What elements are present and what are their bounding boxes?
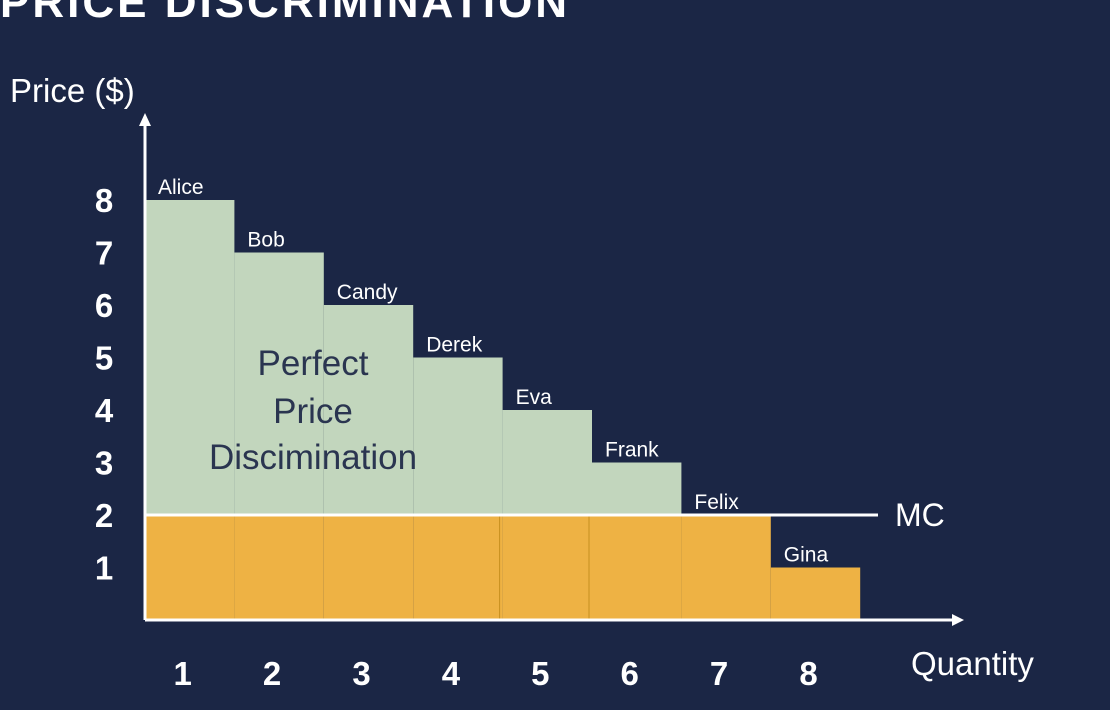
cost-bar (323, 515, 414, 620)
slide-title: PRICE DISCRIMINATION (0, 0, 571, 27)
surplus-bar (502, 410, 592, 515)
cost-bar (681, 515, 771, 620)
labels: Alice Bob Candy Derek Eva Frank Felix Gina MC Pri… (10, 72, 1034, 692)
x-tick-label: 2 (263, 655, 281, 692)
y-tick-label: 3 (95, 445, 113, 482)
buyer-label: Candy (337, 281, 398, 304)
buyer-label: Alice (158, 176, 204, 199)
mc-label: MC (895, 497, 945, 533)
surplus-bar (413, 357, 503, 515)
surplus-annotation: Perfect (258, 344, 369, 383)
y-tick-label: 4 (95, 392, 114, 429)
x-tick-label: 4 (442, 655, 461, 692)
y-tick-label: 7 (95, 235, 113, 272)
x-axis-label: Quantity (911, 645, 1034, 682)
buyer-label: Gina (784, 544, 829, 567)
cost-bar (770, 567, 861, 620)
surplus-annotation: Discimination (209, 438, 417, 477)
x-tick-label: 8 (799, 655, 817, 692)
buyer-label: Eva (516, 386, 553, 409)
cost-bar (502, 515, 592, 620)
x-tick-label: 7 (710, 655, 728, 692)
y-tick-label: 2 (95, 497, 113, 534)
buyer-label: Bob (247, 229, 284, 252)
cost-area (145, 515, 861, 620)
surplus-bar (592, 462, 682, 515)
consumer-surplus-area (145, 200, 682, 515)
buyer-label: Felix (694, 491, 739, 514)
buyer-label: Derek (426, 334, 483, 357)
y-axis-arrow (139, 113, 151, 126)
x-axis-arrow (952, 614, 964, 626)
surplus-annotation: Price (273, 392, 353, 431)
cost-bar (592, 515, 682, 620)
buyer-label: Frank (605, 439, 659, 462)
x-tick-label: 6 (621, 655, 639, 692)
y-tick-label: 8 (95, 182, 113, 219)
x-tick-label: 1 (174, 655, 192, 692)
x-tick-label: 5 (531, 655, 549, 692)
cost-bar (234, 515, 324, 620)
y-tick-label: 5 (95, 340, 113, 377)
surplus-bar (145, 200, 235, 515)
surplus-bar (323, 305, 414, 515)
surplus-bar (234, 252, 324, 515)
y-axis-label: Price ($) (10, 72, 135, 109)
lines (139, 113, 964, 626)
y-tick-label: 1 (95, 550, 113, 587)
x-tick-label: 3 (352, 655, 370, 692)
cost-bar (145, 515, 235, 620)
y-tick-label: 6 (95, 287, 113, 324)
cost-bar (413, 515, 503, 620)
